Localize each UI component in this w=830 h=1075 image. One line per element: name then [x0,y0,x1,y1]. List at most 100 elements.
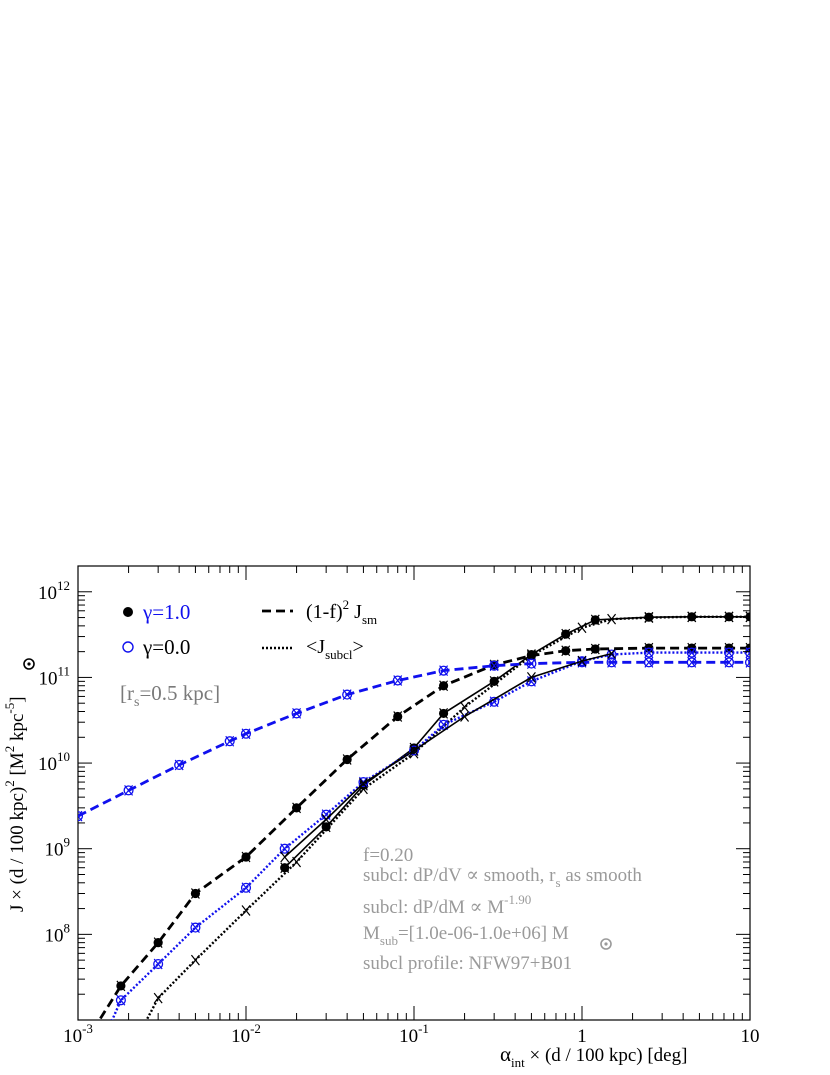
cross-0-12 [590,643,600,655]
cross-2-4 [439,708,449,719]
cross-0-2 [153,937,163,949]
cross-3-6 [342,689,352,700]
cross-4-2 [153,958,163,970]
cross-0-7 [393,711,403,722]
cross-4-1 [116,994,126,1006]
series-line-5 [284,652,612,858]
point-4-14 [643,647,654,658]
cross-4-4 [241,882,251,894]
cross-3-8 [439,665,449,677]
point-4-17 [744,647,750,658]
tick-labels: 10-3 10-2 10-1 1 10 108 109 1010 1011 1012 [38,578,760,1047]
cross-4-6 [321,809,331,821]
point-3-14 [686,657,697,668]
cross-1-1 [153,992,163,1004]
cross-4-14 [644,647,654,658]
cross-5-0 [280,851,290,863]
annotation-f: f=0.20 [363,845,413,866]
point-4-5 [279,843,290,854]
cross-4-13 [607,649,617,660]
point-4-3 [190,922,201,933]
cross-1-7 [460,701,470,713]
cross-2-8 [590,614,600,626]
x-tick-label: 10-1 [399,1021,429,1047]
point-4-2 [153,959,164,970]
cross-4-15 [687,647,697,658]
cross-5-4 [460,711,470,722]
cross-5-1 [321,814,331,825]
cross-2-10 [687,611,697,623]
x-tick-label: 10 [741,1026,760,1047]
cross-3-1 [124,784,134,796]
point-3-1 [123,785,134,796]
cross-5-3 [409,745,419,756]
cross-3-4 [241,728,251,740]
y-tick-label: 108 [45,920,71,946]
legend: γ=1.0 γ=0.0 (1-f)2 Jsm <Jsubcl> [122,597,377,662]
cross-3-5 [292,708,302,719]
point-4-1 [115,995,126,1006]
point-4-7 [358,777,369,788]
point-3-2 [174,759,185,771]
cross-1-2 [190,954,200,966]
legend-gamma-0: γ=0.0 [142,635,190,659]
cross-3-14 [687,656,697,668]
point-4-9 [438,719,449,730]
point-3-3 [224,736,235,747]
y-sun-symbol-dot [27,662,31,666]
legend-jsm: (1-f)2 Jsm [306,597,377,627]
point-3-15 [723,657,735,668]
cross-3-0 [78,810,83,822]
point-3-12 [606,657,617,668]
cross-0-4 [241,851,251,863]
x-tick-label: 10-3 [63,1021,93,1047]
cross-4-11 [526,675,536,687]
y-tick-label: 1011 [38,663,70,689]
cross-0-0 [74,1049,82,1059]
point-3-10 [526,658,537,669]
point-4-4 [240,882,252,893]
cross-2-11 [724,611,734,623]
cross-4-0 [93,1049,101,1059]
cross-2-9 [644,611,654,623]
cross-0-1 [116,980,126,992]
cross-2-7 [561,628,571,640]
cross-3-7 [393,675,403,686]
cross-2-0 [280,862,290,874]
legend-gamma-1: γ=1.0 [142,600,190,624]
cross-4-17 [745,647,750,658]
point-4-16 [723,647,735,658]
series-line-0 [97,646,750,1020]
y-tick-label: 109 [45,835,71,861]
sun-symbol-dot [604,942,608,946]
y-tick-label: 1010 [38,749,70,775]
legend-marker-open [122,641,134,653]
cross-0-6 [342,754,352,765]
cross-1-3 [241,905,251,916]
point-3-8 [438,665,449,676]
annotation-dpdm: subcl: dP/dM ∝ M-1.90 [363,892,531,918]
cross-2-3 [409,742,419,754]
x-tick-label: 10-2 [231,1021,261,1047]
rs-label: [rs=0.5 kpc] [120,681,220,710]
point-3-9 [489,660,500,671]
cross-3-15 [724,656,734,668]
point-3-7 [392,675,403,686]
y-axis-label: J × (d / 100 kpc)2 [M2 kpc-5] [2,696,28,912]
point-3-0 [78,811,84,822]
legend-jsubcl: <Jsubcl> [306,636,364,662]
cross-2-6 [526,649,536,660]
annotation-dpdv: subcl: dP/dV ∝ smooth, rs as smooth [363,865,642,890]
point-0-0 [73,1049,82,1058]
cross-3-10 [526,658,536,669]
cross-0-8 [439,680,449,692]
x-axis-label: αint × (d / 100 kpc) [deg] [500,1042,687,1070]
cross-0-11 [561,645,571,657]
cross-3-2 [174,759,184,771]
cross-2-5 [489,675,499,687]
point-3-13 [643,657,654,668]
point-3-4 [240,728,252,739]
cross-3-16 [745,656,750,668]
cross-1-0 [125,1049,133,1059]
